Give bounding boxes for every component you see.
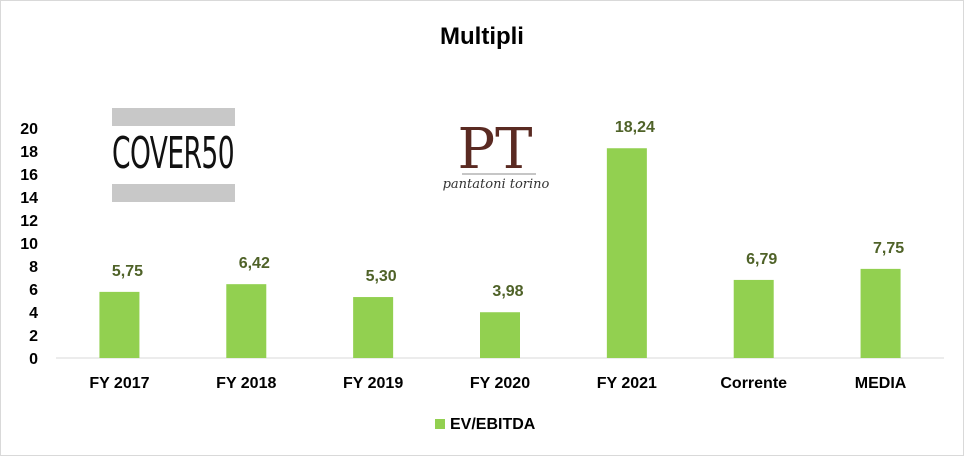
data-label: 5,75 xyxy=(112,263,143,280)
x-tick-label: FY 2018 xyxy=(216,375,276,392)
cover50-logo: COVER50 xyxy=(112,108,235,202)
bars xyxy=(99,148,901,358)
x-tick-label: MEDIA xyxy=(855,375,907,392)
y-tick-label: 0 xyxy=(29,351,38,368)
y-tick-label: 16 xyxy=(20,167,38,184)
y-tick-label: 6 xyxy=(29,282,38,299)
y-axis: 0 2 4 6 8 10 12 14 16 18 20 xyxy=(20,121,38,368)
pt-logo-subtitle: pantatoni torino xyxy=(443,177,550,192)
cover50-logo-text: COVER50 xyxy=(112,128,234,179)
y-tick-label: 12 xyxy=(20,213,38,230)
y-tick-label: 2 xyxy=(29,328,38,345)
bar xyxy=(860,268,901,358)
y-tick-label: 18 xyxy=(20,144,38,161)
bar xyxy=(353,297,394,358)
y-tick-label: 8 xyxy=(29,259,38,276)
pt-logo-text: PT xyxy=(457,117,532,182)
x-axis-labels: FY 2017 FY 2018 FY 2019 FY 2020 FY 2021 Corre… xyxy=(89,375,906,392)
chart-title: Multipli xyxy=(440,23,524,50)
y-tick-label: 20 xyxy=(20,121,38,138)
bar xyxy=(733,279,774,358)
bar xyxy=(99,291,140,358)
x-tick-label: FY 2019 xyxy=(343,375,403,392)
x-tick-label: FY 2017 xyxy=(89,375,149,392)
legend-label: EV/EBITDA xyxy=(450,416,536,433)
bar xyxy=(226,284,267,358)
data-labels: 5,75 6,42 5,30 3,98 18,24 6,79 7,75 xyxy=(112,119,904,300)
data-label: 3,98 xyxy=(492,283,523,300)
y-tick-label: 4 xyxy=(29,305,38,322)
x-tick-label: FY 2021 xyxy=(597,375,657,392)
y-tick-label: 10 xyxy=(20,236,38,253)
x-tick-label: FY 2020 xyxy=(470,375,530,392)
bar xyxy=(606,148,647,358)
data-label: 7,75 xyxy=(873,240,904,257)
legend-swatch xyxy=(435,419,445,429)
data-label: 6,79 xyxy=(746,251,777,268)
data-label: 5,30 xyxy=(366,268,397,285)
data-label: 6,42 xyxy=(239,255,270,272)
data-label: 18,24 xyxy=(615,119,655,136)
legend: EV/EBITDA xyxy=(435,416,536,433)
bar xyxy=(480,312,520,358)
pt-logo: PT pantatoni torino xyxy=(443,117,550,192)
x-tick-label: Corrente xyxy=(720,375,787,392)
y-tick-label: 14 xyxy=(20,190,38,207)
